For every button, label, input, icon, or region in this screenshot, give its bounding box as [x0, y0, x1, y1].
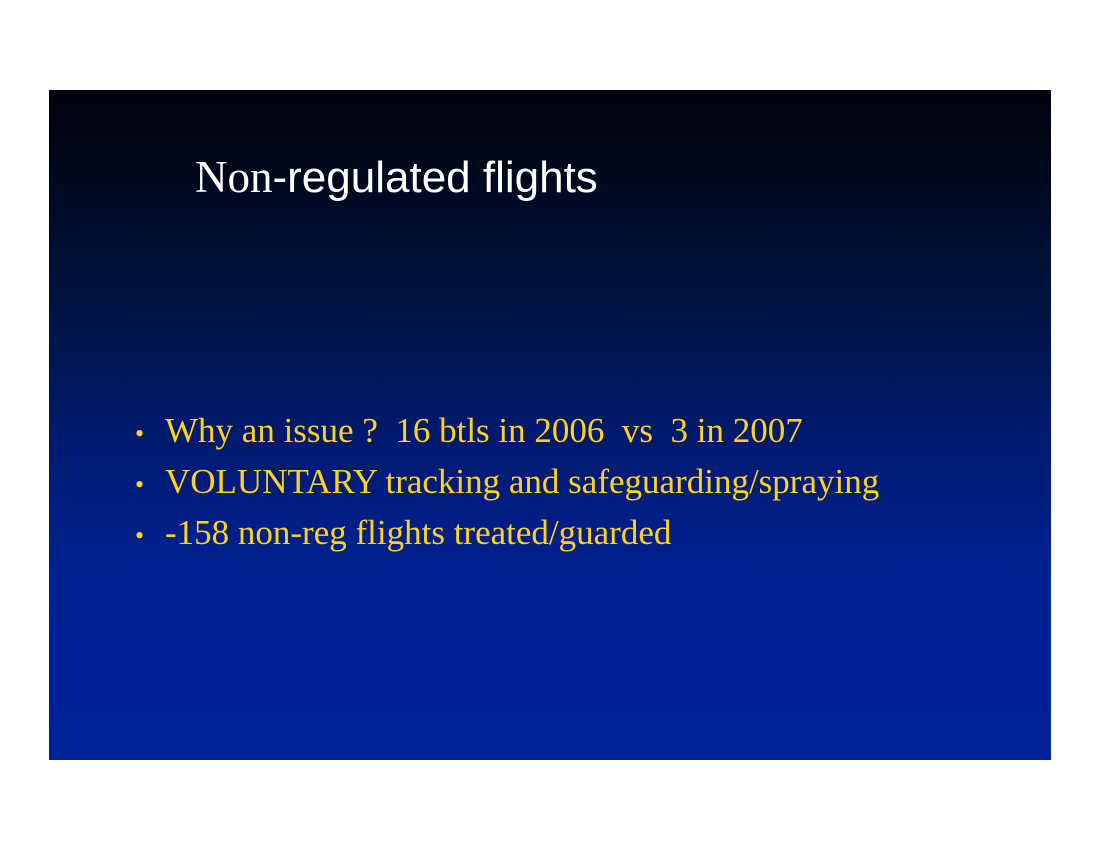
bullet-item: • -158 non-reg flights treated/guarded [135, 513, 879, 564]
slide-title: Non-regulated flights [195, 150, 598, 205]
bullet-text: -158 non-reg flights treated/guarded [165, 513, 672, 552]
bullet-dot-icon: • [135, 521, 145, 550]
bullet-list: • Why an issue ? 16 btls in 2006 vs 3 in… [135, 411, 879, 564]
slide: Non-regulated flights • Why an issue ? 1… [49, 90, 1051, 760]
bullet-text: VOLUNTARY tracking and safeguarding/spra… [165, 462, 880, 501]
bullet-text: Why an issue ? 16 btls in 2006 vs 3 in 2… [165, 411, 803, 450]
slide-title-part1: Non [195, 152, 273, 202]
bullet-item: • VOLUNTARY tracking and safeguarding/sp… [135, 462, 879, 513]
slide-title-part2: -regulated flights [272, 153, 598, 202]
bullet-dot-icon: • [135, 470, 145, 499]
bullet-dot-icon: • [135, 419, 145, 448]
bullet-item: • Why an issue ? 16 btls in 2006 vs 3 in… [135, 411, 879, 462]
